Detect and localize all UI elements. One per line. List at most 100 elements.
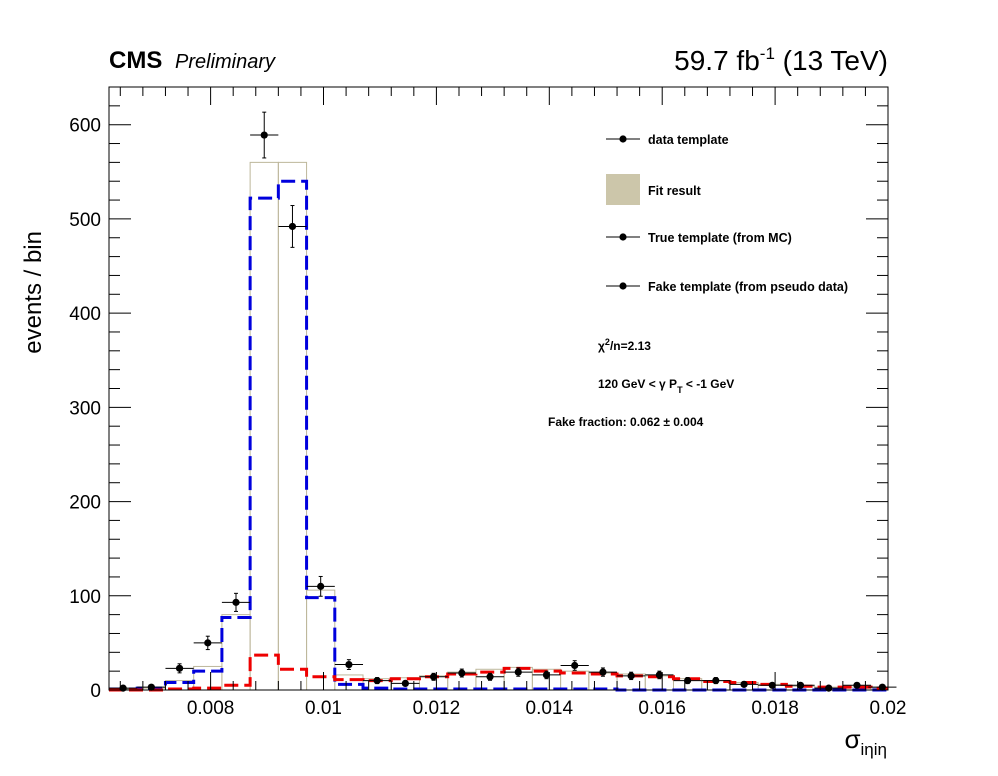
data-point-marker [627,672,635,680]
data-point [729,680,759,688]
data-point [842,681,872,689]
data-point-marker [796,681,805,689]
data-point [193,635,222,651]
lumi-main: 59.7 fb [674,45,760,76]
legend-label-true: True template (from MC) [648,231,792,245]
pt-range-prefix: 120 GeV < γ P [598,377,677,391]
axes-layer: 0 100 200 300 400 500 600 0.008 0.01 0.012 0.014 0.… [69,86,907,719]
data-point [673,676,702,685]
data-point [701,676,730,685]
chi2-value: /n=2.13 [610,339,651,353]
data-point-marker [345,660,353,669]
data-point [363,676,392,685]
legend-marker-fake [619,282,627,290]
y-tick-label: 100 [69,587,101,608]
y-tick-label: 200 [69,493,101,514]
data-point-marker [232,598,240,606]
data-point-marker [853,681,861,689]
chi2-symbol: χ [598,339,605,353]
data-point-marker [204,639,212,647]
x-tick-label: 0.014 [526,698,574,719]
x-tick-label: 0.012 [413,698,461,719]
luminosity-label: 59.7 fb-1 (13 TeV) [674,44,888,76]
data-point-marker [768,681,776,689]
data-point-marker [599,668,607,676]
data-point [447,668,476,678]
data-point-marker [401,679,409,688]
data-point-marker [429,673,438,681]
data-point-marker [542,671,551,679]
lumi-energy: (13 TeV) [775,45,888,76]
pt-range-suffix: < -1 GeV [683,377,735,391]
data-point-marker [260,131,268,139]
data-point [250,111,279,159]
data-point-marker [317,582,325,590]
fit-result-bin [249,161,279,691]
data-point-marker [458,669,466,677]
legend-label-fit: Fit result [648,184,702,198]
fit-result-bin [221,614,251,691]
data-point-marker [712,676,720,685]
pt-range-annotation: 120 GeV < γ PT < -1 GeV [598,377,734,395]
data-point [504,667,533,677]
data-point [645,670,674,680]
fit-result-bin [306,589,336,691]
x-axis-title: σiηiη [844,724,887,759]
legend-marker-true [619,233,627,241]
data-point-marker [571,661,579,670]
data-point [617,671,646,681]
y-tick-label: 300 [69,398,101,419]
true-template-line [109,179,888,692]
data-point [391,679,420,688]
x-axis-symbol: σ [844,724,860,754]
x-tick-label: 0.018 [751,698,799,719]
data-point [334,659,364,670]
data-point [475,672,505,681]
x-axis-subscript: iηiη [861,740,887,759]
data-point [306,575,335,597]
data-point [532,670,561,680]
data-point-marker [684,676,692,685]
y-axis-title: events / bin [20,231,47,354]
fake-template-layer [109,653,888,692]
legend-marker-data [619,135,627,143]
x-tick-label: 0.008 [187,698,235,719]
data-point [560,660,589,671]
pt-subscript: T [677,385,683,395]
preliminary-label: Preliminary [175,51,276,73]
cms-label: CMS [109,47,162,74]
data-point [137,683,166,691]
data-point-marker [373,676,381,685]
data-point-marker [514,668,522,676]
fake-template-line [109,653,888,692]
data-point-marker [878,683,886,691]
fake-fraction-annotation: Fake fraction: 0.062 ± 0.004 [548,415,704,429]
data-point [588,667,618,677]
chi2-exponent: 2 [605,337,610,347]
legend-box-fit [606,174,640,205]
data-point [278,205,307,248]
true-template-layer [109,179,888,692]
data-point [419,672,448,681]
legend-label-fake: Fake template (from pseudo data) [648,280,848,294]
x-tick-label: 0.016 [638,698,686,719]
data-points-layer [109,111,897,692]
legend-label-data: data template [648,133,729,147]
data-point [758,681,787,689]
data-point [786,681,815,689]
data-point-marker [740,680,748,688]
y-tick-label: 500 [69,210,101,231]
data-point-marker [175,664,184,672]
x-tick-label: 0.02 [870,698,907,719]
chi2-annotation: χ2/n=2.13 [598,337,651,353]
data-point [868,683,897,691]
data-point [165,663,194,674]
data-point-marker [825,684,833,692]
fit-result-bin [334,674,364,691]
y-tick-label: 0 [90,681,101,702]
data-point [221,592,251,612]
lumi-exponent: -1 [760,44,775,63]
data-point-marker [486,673,494,681]
